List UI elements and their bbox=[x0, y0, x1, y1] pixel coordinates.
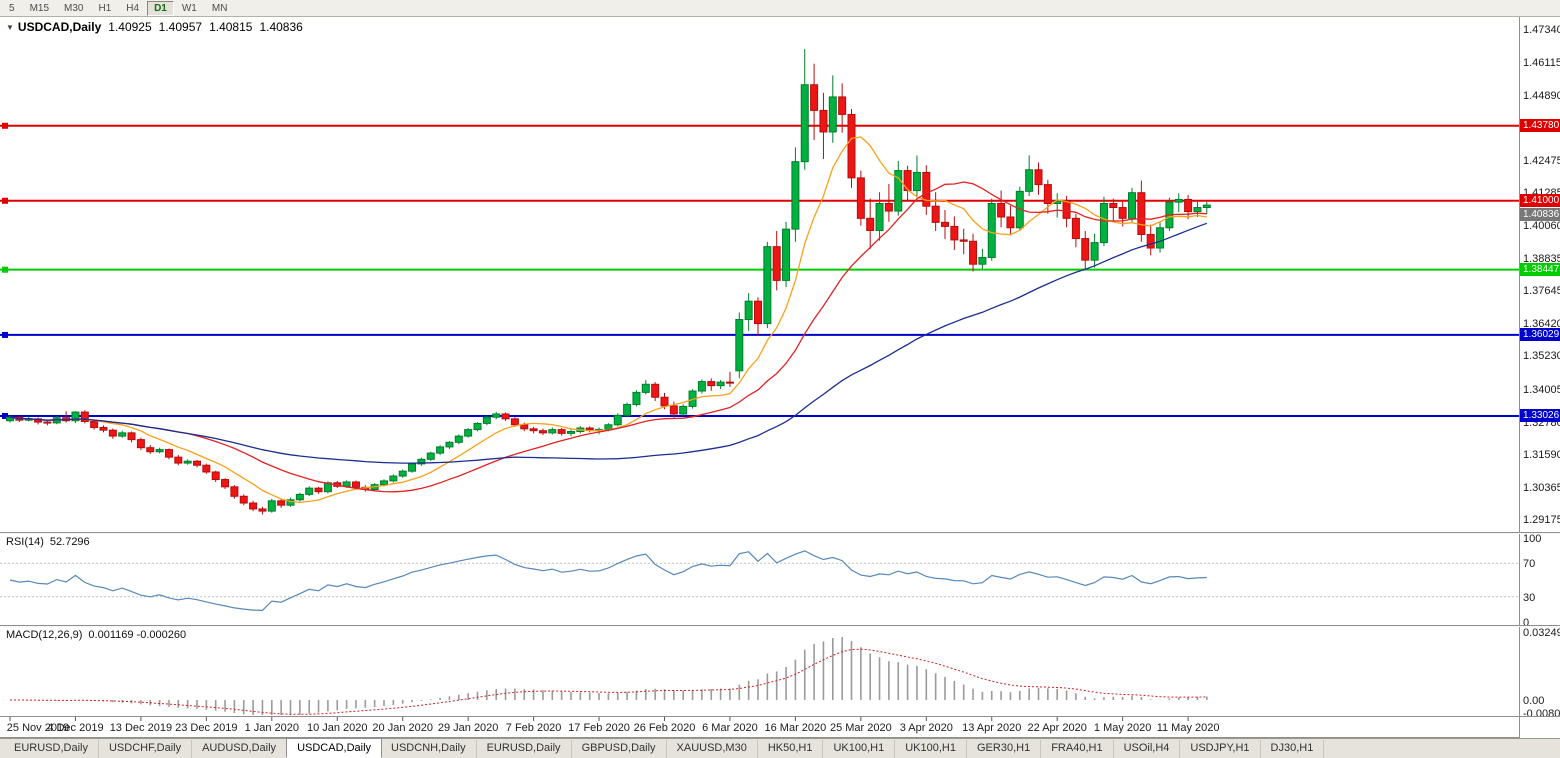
hline-price-badge: 1.36029 bbox=[1520, 328, 1560, 342]
price-axis-label: 1.38835 bbox=[1523, 253, 1560, 266]
timeframe-button-w1[interactable]: W1 bbox=[181, 2, 197, 14]
price-axis-label: 1.31590 bbox=[1523, 448, 1560, 461]
timeframe-button-m30[interactable]: M30 bbox=[64, 2, 84, 14]
rsi-axis-label: 70 bbox=[1523, 558, 1536, 571]
time-axis-label: 1 Jan 2020 bbox=[244, 722, 300, 734]
price-axis-label: 1.30365 bbox=[1523, 481, 1560, 494]
chart-tab-usoil-h4[interactable]: USOil,H4 bbox=[1114, 740, 1181, 758]
price-axis-label: 1.42475 bbox=[1523, 154, 1560, 167]
rsi-pane-label: RSI(14) 52.7296 bbox=[6, 536, 90, 548]
timeframe-button-m15[interactable]: M15 bbox=[29, 2, 50, 14]
time-axis-label: 25 Nov 2019 bbox=[6, 722, 70, 734]
time-axis-label: 29 Jan 2020 bbox=[437, 722, 499, 734]
price-scale[interactable]: 1.47340 1.46115 1.44890 1.42475 1.41285 1.400… bbox=[1519, 17, 1560, 738]
time-axis-label: 22 Apr 2020 bbox=[1027, 722, 1087, 734]
time-axis-label: 4 Dec 2019 bbox=[47, 722, 104, 734]
chart-tab-usdcad-daily[interactable]: USDCAD,Daily bbox=[286, 738, 383, 758]
time-axis-label: 13 Apr 2020 bbox=[962, 722, 1022, 734]
ohlc-close: 1.40836 bbox=[259, 20, 303, 34]
hline-price-badge: 1.43780 bbox=[1520, 119, 1560, 133]
symbol-dropdown-icon[interactable]: ▼ bbox=[6, 23, 14, 32]
pane-separator-time-axis bbox=[0, 716, 1560, 717]
macd-indicator-name: MACD(12,26,9) bbox=[6, 629, 83, 641]
timeframe-button-h4[interactable]: H4 bbox=[126, 2, 140, 14]
rsi-axis-label: 100 bbox=[1523, 533, 1542, 545]
macd-pane-label: MACD(12,26,9) 0.001169 -0.000260 bbox=[6, 629, 186, 641]
rsi-axis-label: 0 bbox=[1523, 617, 1530, 629]
timeframe-toolbar: 5 M15 M30 H1 H4 D1 W1 MN bbox=[0, 0, 1560, 17]
macd-axis-min-label: -0.00808 bbox=[1523, 708, 1560, 720]
price-axis-label: 1.36420 bbox=[1523, 318, 1560, 331]
time-axis-label: 10 Jan 2020 bbox=[306, 722, 368, 734]
chart-tab-eurusd-daily[interactable]: EURUSD,Daily bbox=[477, 740, 572, 758]
macd-axis-zero-label: 0.00 bbox=[1523, 694, 1545, 707]
chart-symbol-label: USDCAD,Daily bbox=[17, 20, 102, 34]
chart-tab-xauusd-m30[interactable]: XAUUSD,M30 bbox=[667, 740, 758, 758]
timeframe-button-d1[interactable]: D1 bbox=[147, 0, 174, 16]
timeframe-button-mn[interactable]: MN bbox=[211, 2, 228, 14]
macd-indicator-values: 0.001169 -0.000260 bbox=[88, 629, 187, 641]
time-axis-label: 3 Apr 2020 bbox=[899, 722, 953, 734]
time-axis-label: 17 Feb 2020 bbox=[568, 722, 630, 734]
time-axis-label: 1 May 2020 bbox=[1093, 722, 1152, 734]
price-axis-label: 1.37645 bbox=[1523, 285, 1560, 298]
hline-price-badge: 1.41000 bbox=[1520, 194, 1560, 208]
price-axis-label: 1.44890 bbox=[1523, 89, 1560, 102]
chart-tab-eurusd-daily[interactable]: EURUSD,Daily bbox=[4, 740, 99, 758]
time-axis-label: 6 Mar 2020 bbox=[702, 722, 758, 734]
price-axis-label: 1.46115 bbox=[1523, 56, 1560, 69]
time-axis-label: 25 Mar 2020 bbox=[829, 722, 892, 734]
chart-title: ▼ USDCAD,Daily 1.40925 1.40957 1.40815 1.4083… bbox=[6, 20, 303, 34]
time-axis-label: 23 Dec 2019 bbox=[175, 722, 238, 734]
timeframe-button-h1[interactable]: H1 bbox=[98, 2, 112, 14]
price-axis-label: 1.35230 bbox=[1523, 350, 1560, 363]
chart-tab-usdjpy-h1[interactable]: USDJPY,H1 bbox=[1180, 740, 1261, 758]
chart-tab-uk100-h1[interactable]: UK100,H1 bbox=[895, 740, 967, 758]
time-axis-label: 11 May 2020 bbox=[1156, 722, 1220, 734]
chart-tabs: EURUSD,Daily USDCHF,Daily AUDUSD,Daily USDC… bbox=[0, 738, 1560, 758]
hline-price-badge: 1.33026 bbox=[1520, 409, 1560, 423]
macd-axis-max-label: 0.032493 bbox=[1523, 627, 1560, 639]
pane-separator-macd[interactable] bbox=[0, 625, 1560, 627]
price-axis-label: 1.29175 bbox=[1523, 513, 1560, 526]
timeframe-button-5[interactable]: 5 bbox=[9, 2, 15, 14]
price-axis-label: 1.40060 bbox=[1523, 220, 1560, 233]
chart-window: ▼ USDCAD,Daily 1.40925 1.40957 1.40815 1.4083… bbox=[0, 17, 1560, 738]
chart-tab-dj30-h1[interactable]: DJ30,H1 bbox=[1261, 740, 1325, 758]
time-axis-label: 26 Feb 2020 bbox=[633, 722, 696, 734]
price-axis-label: 1.47340 bbox=[1523, 23, 1560, 36]
time-axis-label: 16 Mar 2020 bbox=[764, 722, 827, 734]
chart-tab-audusd-daily[interactable]: AUDUSD,Daily bbox=[192, 740, 288, 758]
chart-tab-usdcnh-daily[interactable]: USDCNH,Daily bbox=[381, 740, 477, 758]
hline-price-badge: 1.38447 bbox=[1520, 263, 1560, 277]
rsi-indicator-name: RSI(14) bbox=[6, 536, 44, 548]
rsi-axis-label: 30 bbox=[1523, 591, 1536, 604]
chart-tab-hk50-h1[interactable]: HK50,H1 bbox=[758, 740, 824, 758]
ohlc-high: 1.40957 bbox=[158, 20, 203, 34]
chart-tab-usdchf-daily[interactable]: USDCHF,Daily bbox=[99, 740, 193, 758]
pane-separator-rsi[interactable] bbox=[0, 532, 1560, 534]
chart-tab-uk100-h1[interactable]: UK100,H1 bbox=[823, 740, 896, 758]
ohlc-low: 1.40815 bbox=[209, 20, 253, 34]
time-axis[interactable]: 25 Nov 2019 4 Dec 2019 13 Dec 2019 23 Dec 2… bbox=[0, 718, 1519, 738]
chart-tab-gbpusd-daily[interactable]: GBPUSD,Daily bbox=[572, 740, 667, 758]
time-axis-label: 13 Dec 2019 bbox=[109, 722, 173, 734]
ohlc-open: 1.40925 bbox=[108, 20, 152, 34]
candlestick-chart[interactable] bbox=[0, 17, 1519, 738]
chart-tab-ger30-h1[interactable]: GER30,H1 bbox=[967, 740, 1042, 758]
current-price-badge: 1.40836 bbox=[1520, 207, 1560, 221]
price-axis-label: 1.34005 bbox=[1523, 383, 1560, 396]
time-axis-label: 20 Jan 2020 bbox=[372, 722, 433, 734]
time-axis-label: 7 Feb 2020 bbox=[505, 722, 562, 734]
chart-tab-fra40-h1[interactable]: FRA40,H1 bbox=[1041, 740, 1114, 758]
rsi-indicator-value: 52.7296 bbox=[49, 536, 90, 548]
